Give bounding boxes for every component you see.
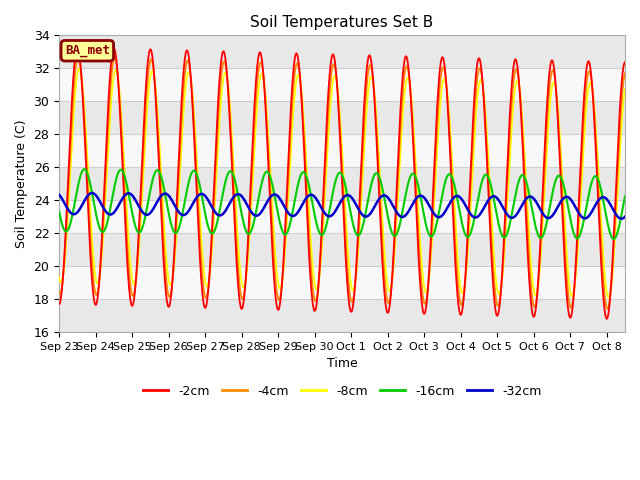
- Bar: [59, 233, 625, 266]
- Text: BA_met: BA_met: [65, 44, 110, 57]
- Legend: -2cm, -4cm, -8cm, -16cm, -32cm: -2cm, -4cm, -8cm, -16cm, -32cm: [138, 380, 547, 403]
- Bar: [59, 266, 625, 299]
- Bar: [59, 200, 625, 233]
- Bar: [59, 167, 625, 200]
- Bar: [59, 36, 625, 68]
- Bar: [59, 101, 625, 134]
- Title: Soil Temperatures Set B: Soil Temperatures Set B: [250, 15, 434, 30]
- Bar: [59, 299, 625, 332]
- X-axis label: Time: Time: [326, 357, 358, 370]
- Bar: [59, 68, 625, 101]
- Y-axis label: Soil Temperature (C): Soil Temperature (C): [15, 120, 28, 248]
- Bar: [59, 134, 625, 167]
